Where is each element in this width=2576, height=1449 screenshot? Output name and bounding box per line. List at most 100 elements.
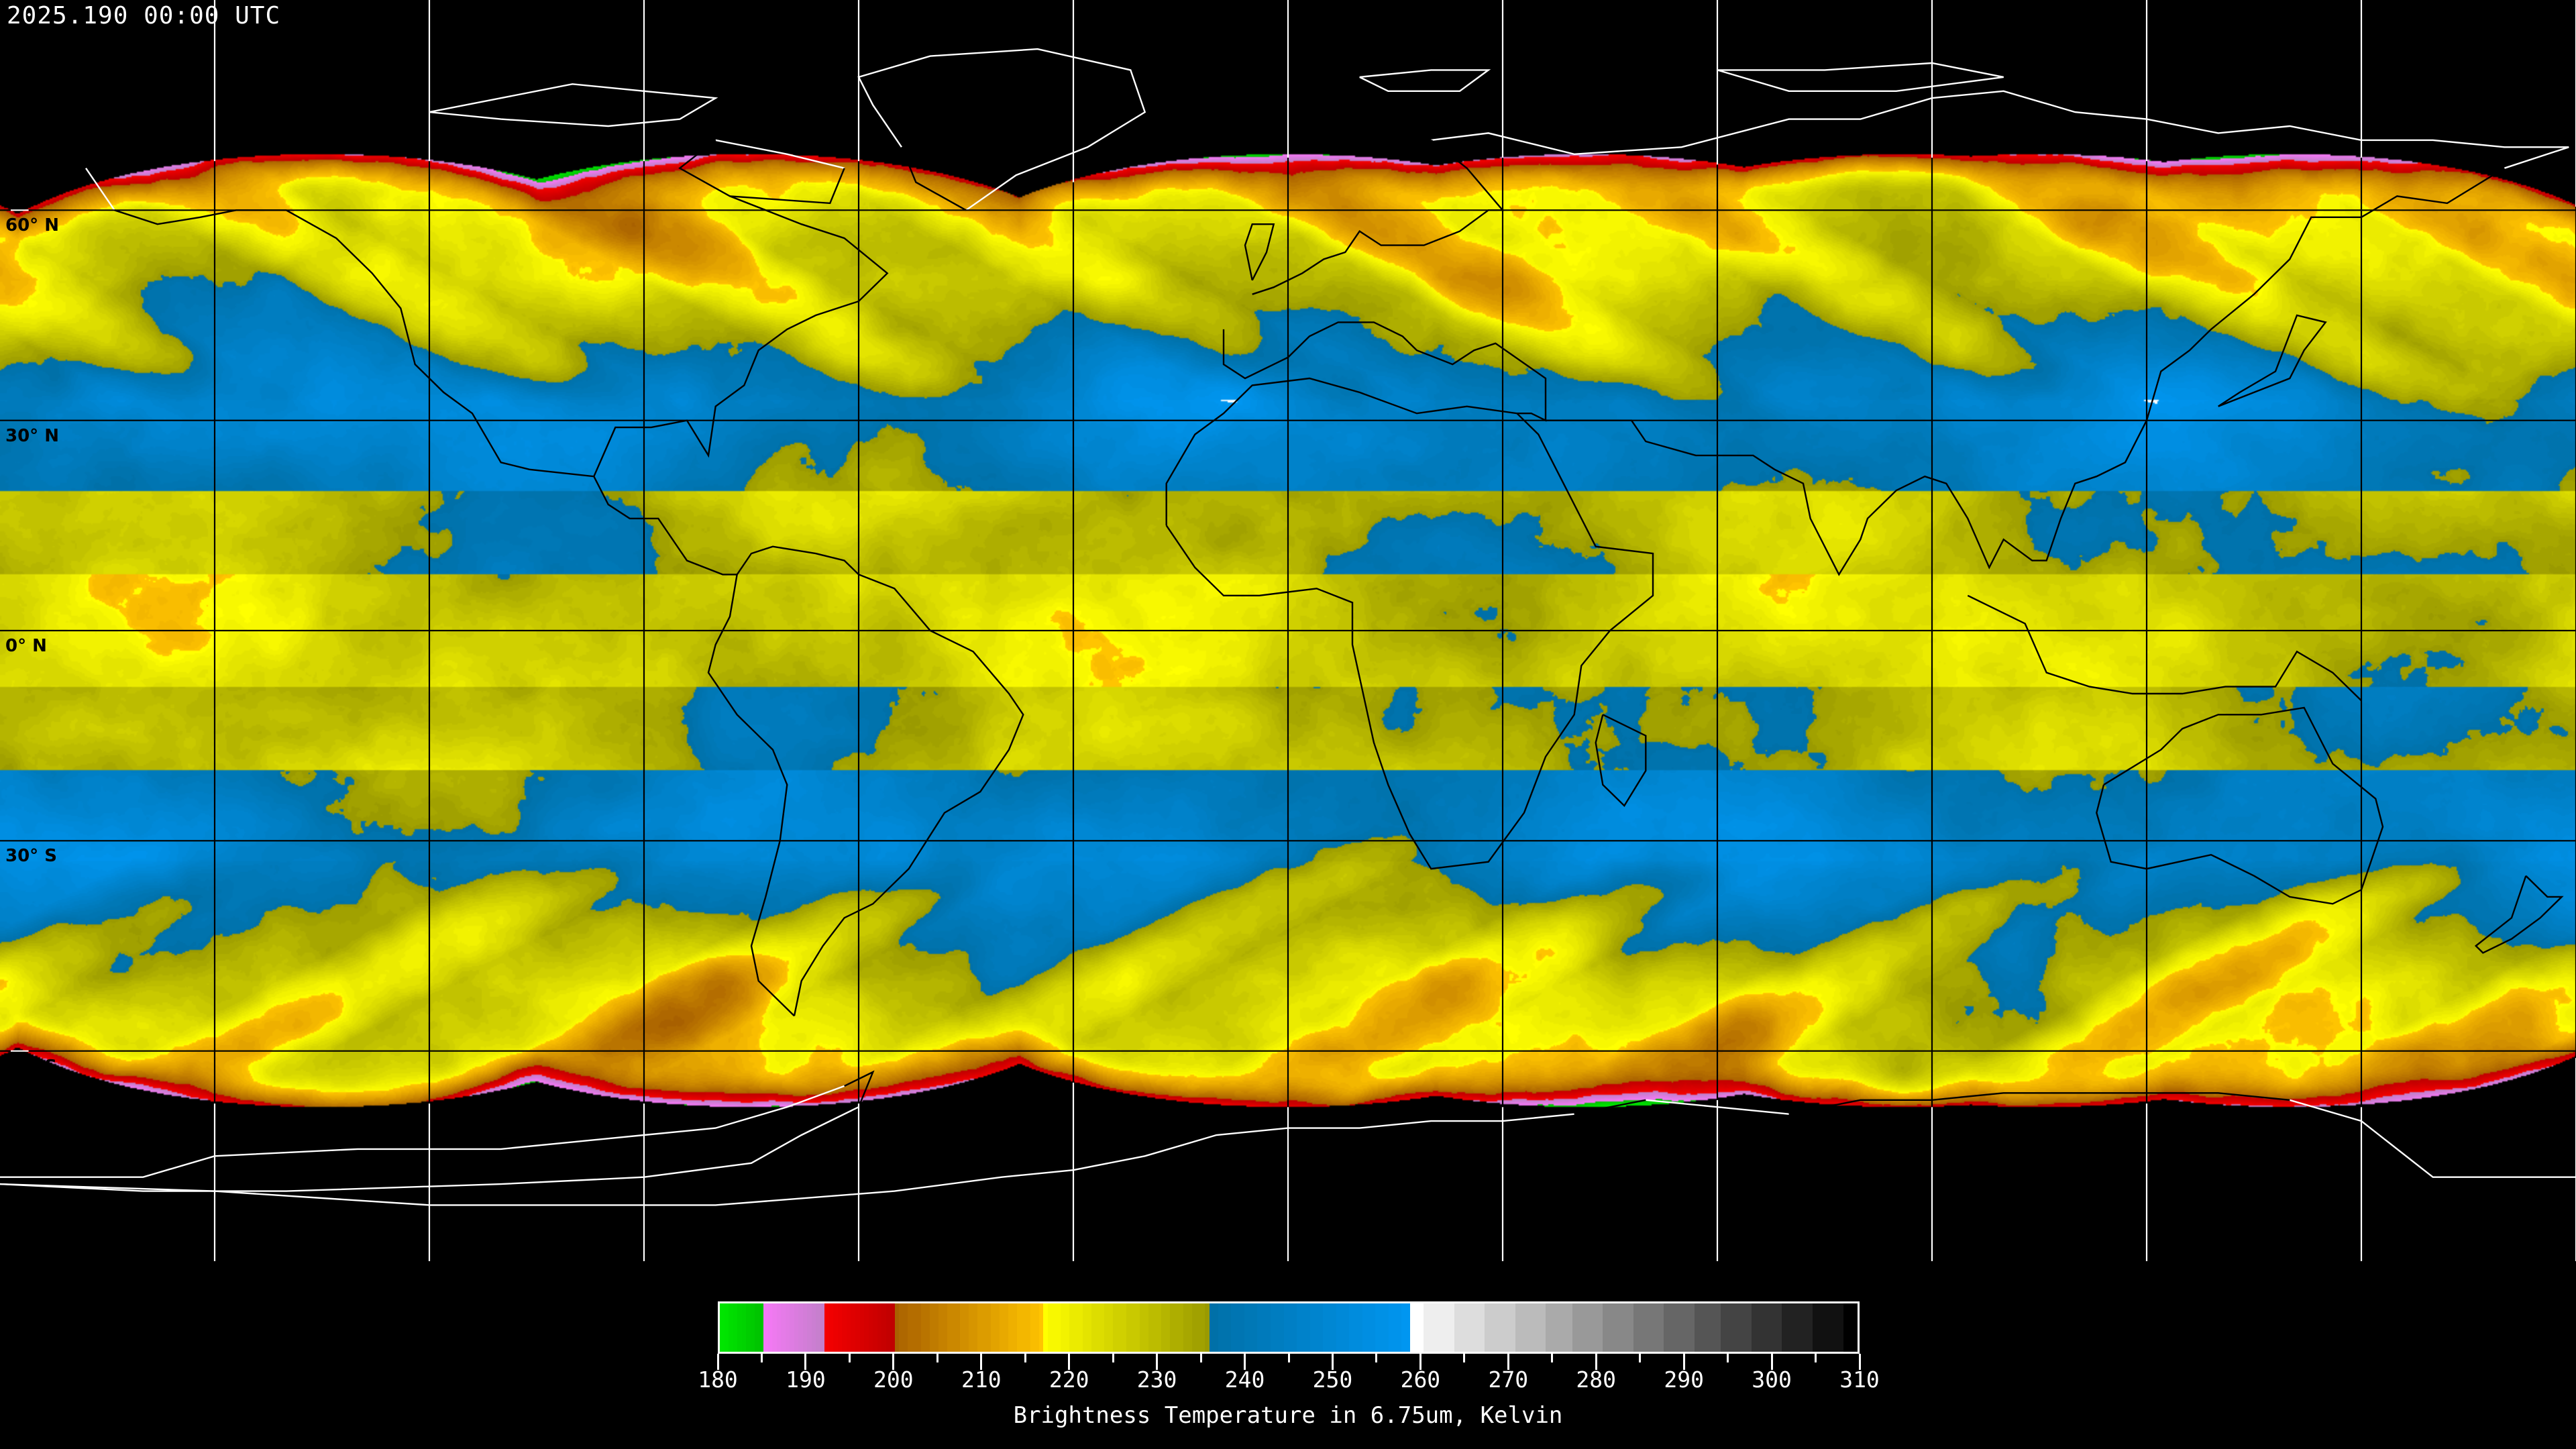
colorbar-cell: [1065, 1303, 1070, 1352]
colorbar-cell: [1441, 1303, 1446, 1352]
colorbar-cell: [1205, 1303, 1210, 1352]
colorbar-cell: [1017, 1303, 1022, 1352]
colorbar-cell: [1799, 1303, 1804, 1352]
colorbar-cell: [1851, 1303, 1857, 1352]
colorbar-cell: [1580, 1303, 1586, 1352]
coastline-segment: [1222, 321, 1547, 422]
colorbar-cell: [859, 1303, 865, 1352]
colorbar-cell: [828, 1303, 834, 1352]
colorbar-cell: [1642, 1303, 1647, 1352]
colorbar[interactable]: [718, 1301, 1860, 1354]
coastline-segment: [729, 168, 845, 205]
colorbar-cell: [1283, 1303, 1289, 1352]
colorbar-tick-label: 240: [1224, 1366, 1265, 1393]
colorbar-minor-tick: [1639, 1354, 1642, 1362]
coastline-inside-data: [114, 139, 2564, 1115]
colorbar-cell: [938, 1303, 943, 1352]
coastline-segment: [1546, 167, 2505, 576]
colorbar-cell: [947, 1303, 952, 1352]
colorbar-cell: [1751, 1303, 1756, 1352]
graticule-outside-data: [11, 0, 2576, 1261]
coastline-segment: [900, 146, 967, 211]
colorbar-cell: [920, 1303, 926, 1352]
colorbar-cell: [1144, 1303, 1148, 1352]
colorbar-cell: [912, 1303, 917, 1352]
colorbar-cell: [1261, 1303, 1267, 1352]
colorbar-cell: [1664, 1303, 1668, 1352]
coastline-segment: [1967, 594, 2362, 702]
colorbar-cell: [785, 1303, 790, 1352]
colorbar-cell: [1594, 1303, 1599, 1352]
colorbar-minor-tick: [1375, 1354, 1378, 1362]
colorbar-cell: [1458, 1303, 1463, 1352]
colorbar-cell: [1008, 1303, 1013, 1352]
colorbar-major-tick: [804, 1354, 807, 1370]
colorbar-cell: [1030, 1303, 1035, 1352]
colorbar-cell: [798, 1303, 803, 1352]
colorbar-tick-label: 260: [1400, 1366, 1441, 1393]
colorbar-cell: [1589, 1303, 1595, 1352]
colorbar-cell: [1668, 1303, 1673, 1352]
colorbar-major-tick: [1419, 1354, 1421, 1370]
colorbar-cell: [1489, 1303, 1494, 1352]
coastline-segment: [857, 48, 1146, 211]
colorbar-cell: [1231, 1303, 1236, 1352]
latitude-label: 60° S: [5, 1056, 57, 1077]
colorbar-cell: [737, 1303, 742, 1352]
colorbar-cell: [908, 1303, 912, 1352]
colorbar-block: 180 190 200 210 220 230 240 250 260 270 280 290 300 3…: [0, 1261, 2576, 1449]
colorbar-cell: [1506, 1303, 1511, 1352]
colorbar-cell: [1703, 1303, 1708, 1352]
colorbar-tick-label: 290: [1664, 1366, 1704, 1393]
colorbar-cell: [1052, 1303, 1057, 1352]
latitude-label: 30° N: [5, 425, 59, 446]
colorbar-cell: [1139, 1303, 1144, 1352]
colorbar-major-tick: [1156, 1354, 1159, 1370]
colorbar-cell: [1336, 1303, 1341, 1352]
colorbar-cell: [733, 1303, 738, 1352]
colorbar-cell: [1214, 1303, 1218, 1352]
colorbar-cell: [1777, 1303, 1782, 1352]
colorbar-cell: [1087, 1303, 1091, 1352]
colorbar-cell: [1559, 1303, 1564, 1352]
colorbar-major-tick: [1244, 1354, 1246, 1370]
colorbar-cell: [1252, 1303, 1258, 1352]
colorbar-cell: [1248, 1303, 1253, 1352]
colorbar-cell: [1603, 1303, 1607, 1352]
colorbar-cell: [1104, 1303, 1109, 1352]
colorbar-cell: [1646, 1303, 1651, 1352]
colorbar-cell: [1817, 1303, 1821, 1352]
colorbar-cell: [1681, 1303, 1686, 1352]
colorbar-minor-tick: [1287, 1354, 1290, 1362]
colorbar-cell: [811, 1303, 816, 1352]
colorbar-cell: [1572, 1303, 1577, 1352]
colorbar-cell: [1462, 1303, 1468, 1352]
colorbar-cell: [943, 1303, 947, 1352]
latitude-label: 0° N: [5, 636, 47, 656]
colorbar-cell: [1004, 1303, 1009, 1352]
colorbar-cell: [1183, 1303, 1188, 1352]
colorbar-tick-label: 220: [1049, 1366, 1089, 1393]
colorbar-cell: [1113, 1303, 1118, 1352]
colorbar-cell: [1476, 1303, 1481, 1352]
colorbar-cell: [1546, 1303, 1550, 1352]
coastline-segment: [2504, 146, 2569, 169]
colorbar-cell: [1148, 1303, 1153, 1352]
coastline-segment: [0, 1085, 845, 1178]
colorbar-cell: [1384, 1303, 1389, 1352]
colorbar-cell: [1157, 1303, 1162, 1352]
colorbar-cell: [1174, 1303, 1179, 1352]
colorbar-cell: [1485, 1303, 1489, 1352]
map-canvas[interactable]: [0, 0, 2576, 1261]
colorbar-cell: [1624, 1303, 1629, 1352]
colorbar-cell: [1047, 1303, 1053, 1352]
coastline-segment: [0, 1106, 859, 1192]
colorbar-cell: [1794, 1303, 1800, 1352]
colorbar-cell: [1218, 1303, 1223, 1352]
colorbar-cell: [1428, 1303, 1433, 1352]
colorbar-major-tick: [1682, 1354, 1685, 1370]
colorbar-cell: [1379, 1303, 1385, 1352]
colorbar-cell: [1301, 1303, 1306, 1352]
colorbar-cell: [929, 1303, 934, 1352]
timestamp-label: 2025.190 00:00 UTC: [7, 2, 281, 30]
